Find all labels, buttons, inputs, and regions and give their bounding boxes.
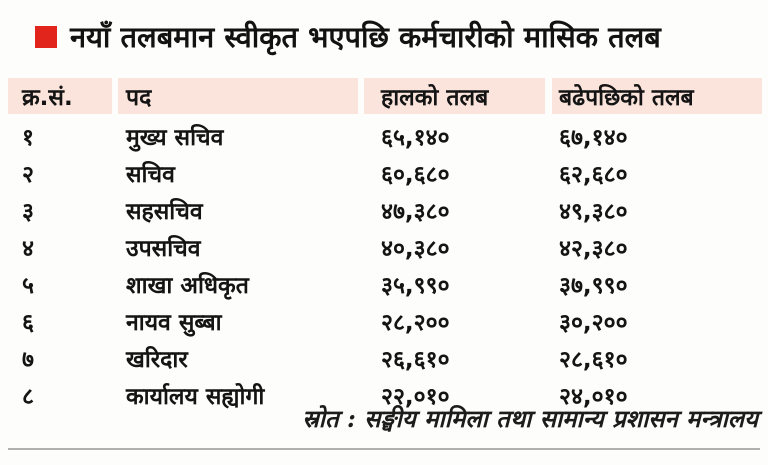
table-row: ३ सहसचिव ४७,३८० ४९,३८०	[8, 191, 762, 228]
increased-salary-value: ६२,६८०	[559, 161, 628, 188]
cell-position: नायव सुब्बा	[118, 302, 358, 339]
current-salary-value: २६,६१०	[381, 346, 450, 373]
increased-salary-value: ३७,९९०	[559, 272, 628, 299]
cell-current-salary: ६०,६८०	[364, 154, 545, 191]
cell-current-salary: २८,२००	[364, 302, 545, 339]
cell-current-salary: २२,०१०	[364, 376, 545, 413]
current-salary-value: २२,०१०	[381, 383, 450, 410]
current-salary-value: ४०,३८०	[381, 235, 450, 262]
cell-current-salary: ६५,१४०	[364, 117, 545, 154]
table-row: ८ कार्यालय सह्योगी २२,०१० २४,०१०	[8, 376, 762, 413]
cell-serial: ८	[8, 376, 112, 413]
serial-value: ५	[22, 272, 34, 299]
header-cell-increased-salary: बढेपछिको तलब	[552, 78, 762, 114]
increased-salary-value: ६७,१४०	[559, 124, 628, 151]
header-cell-current-salary: हालको तलब	[364, 78, 545, 114]
cell-increased-salary: ४९,३८०	[552, 191, 762, 228]
current-salary-value: २८,२००	[381, 309, 450, 336]
table-row: २ सचिव ६०,६८० ६२,६८०	[8, 154, 762, 191]
position-value: कार्यालय सह्योगी	[126, 383, 265, 410]
cell-position: मुख्य सचिव	[118, 117, 358, 154]
increased-salary-value: ४२,३८०	[559, 235, 628, 262]
table-row: ७ खरिदार २६,६१० २८,६१०	[8, 339, 762, 376]
position-value: सहसचिव	[126, 198, 203, 225]
current-salary-value: ४७,३८०	[381, 198, 450, 225]
position-value: सचिव	[126, 161, 175, 188]
cell-increased-salary: ६७,१४०	[552, 117, 762, 154]
header-current-salary-label: हालको तलब	[381, 85, 489, 111]
header-position-label: पद	[126, 85, 152, 111]
cell-serial: ५	[8, 265, 112, 302]
increased-salary-value: ३०,२००	[559, 309, 628, 336]
cell-current-salary: ४७,३८०	[364, 191, 545, 228]
red-square-bullet-icon	[35, 25, 57, 48]
increased-salary-value: २८,६१०	[559, 346, 628, 373]
current-salary-value: ६०,६८०	[381, 161, 450, 188]
header-increased-salary-label: बढेपछिको तलब	[559, 85, 694, 111]
cell-increased-salary: २४,०१०	[552, 376, 762, 413]
table-row: ६ नायव सुब्बा २८,२०० ३०,२००	[8, 302, 762, 339]
header-cell-position: पद	[118, 78, 358, 114]
current-salary-value: ६५,१४०	[381, 124, 450, 151]
cell-increased-salary: ४२,३८०	[552, 228, 762, 265]
cell-current-salary: ३५,९९०	[364, 265, 545, 302]
cell-increased-salary: ३७,९९०	[552, 265, 762, 302]
table-row: ५ शाखा अधिकृत ३५,९९० ३७,९९०	[8, 265, 762, 302]
salary-table: क्र.सं. पद हालको तलब बढेपछिको तलब १ मुख्…	[8, 78, 762, 413]
cell-position: सहसचिव	[118, 191, 358, 228]
header-cell-serial: क्र.सं.	[8, 78, 112, 114]
cell-increased-salary: २८,६१०	[552, 339, 762, 376]
cell-position: उपसचिव	[118, 228, 358, 265]
table-row: १ मुख्य सचिव ६५,१४० ६७,१४०	[8, 117, 762, 154]
serial-value: ६	[22, 309, 34, 336]
cell-serial: २	[8, 154, 112, 191]
cell-increased-salary: ६२,६८०	[552, 154, 762, 191]
cell-increased-salary: ३०,२००	[552, 302, 762, 339]
source-attribution: स्रोत : सङ्घीय मामिला तथा सामान्य प्रशास…	[302, 404, 758, 433]
table-header-row: क्र.सं. पद हालको तलब बढेपछिको तलब	[8, 78, 762, 114]
serial-value: ४	[22, 235, 34, 262]
page-title-text: नयाँ तलबमान स्वीकृत भएपछि कर्मचारीको मास…	[70, 20, 661, 54]
serial-value: १	[22, 124, 34, 151]
cell-serial: ३	[8, 191, 112, 228]
position-value: खरिदार	[126, 346, 188, 373]
increased-salary-value: २४,०१०	[559, 383, 628, 410]
cell-position: सचिव	[118, 154, 358, 191]
position-value: शाखा अधिकृत	[126, 272, 249, 299]
increased-salary-value: ४९,३८०	[559, 198, 628, 225]
current-salary-value: ३५,९९०	[381, 272, 450, 299]
cell-current-salary: २६,६१०	[364, 339, 545, 376]
cell-current-salary: ४०,३८०	[364, 228, 545, 265]
cell-position: शाखा अधिकृत	[118, 265, 358, 302]
position-value: मुख्य सचिव	[126, 124, 224, 151]
serial-value: ८	[22, 383, 34, 410]
cell-serial: ६	[8, 302, 112, 339]
cell-serial: ७	[8, 339, 112, 376]
cell-position: कार्यालय सह्योगी	[118, 376, 358, 413]
position-value: नायव सुब्बा	[126, 309, 222, 336]
cell-serial: १	[8, 117, 112, 154]
page-title: नयाँ तलबमान स्वीकृत भएपछि कर्मचारीको मास…	[35, 17, 758, 56]
serial-value: ७	[22, 346, 34, 373]
header-serial-label: क्र.सं.	[22, 85, 73, 111]
table-row: ४ उपसचिव ४०,३८० ४२,३८०	[8, 228, 762, 265]
cell-position: खरिदार	[118, 339, 358, 376]
position-value: उपसचिव	[126, 235, 201, 262]
bottom-divider	[8, 448, 760, 450]
serial-value: ३	[22, 198, 34, 225]
serial-value: २	[22, 161, 34, 188]
cell-serial: ४	[8, 228, 112, 265]
